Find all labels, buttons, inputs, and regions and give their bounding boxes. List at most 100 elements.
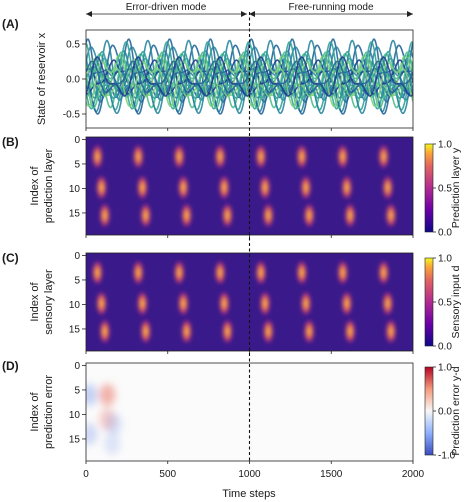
panel-b-heatmap xyxy=(86,137,413,235)
panel-d-ylabel-line1: Index of xyxy=(29,391,41,431)
activation-blob xyxy=(341,290,353,317)
panel-b-ylabel-line1: Index of xyxy=(29,165,41,205)
colorbar-tick-label: 1.0 xyxy=(438,140,452,151)
activation-blob xyxy=(218,290,230,317)
activation-blob xyxy=(385,202,397,229)
panel-c-blobs xyxy=(91,259,397,345)
activation-blob xyxy=(181,202,193,229)
activation-blob xyxy=(96,174,107,201)
activation-blob xyxy=(91,143,103,170)
activation-blob xyxy=(259,174,271,201)
x-tick-label: 500 xyxy=(159,469,176,480)
panel-a-label: (A) xyxy=(2,17,19,31)
panel-d-colorbar xyxy=(424,366,434,456)
panel-d-blobs xyxy=(86,383,122,455)
panel-b-colorbar xyxy=(424,143,434,233)
activation-blob xyxy=(214,143,226,170)
panel-c-heatmap xyxy=(86,253,413,351)
panel-b-label: (B) xyxy=(2,135,19,149)
activation-blob xyxy=(218,174,230,201)
y-tick-label: 15 xyxy=(69,434,81,445)
panel-c-ylabel-line1: Index of xyxy=(29,281,41,321)
x-tick-label: 0 xyxy=(83,469,89,480)
colorbar-tick-label: 0.0 xyxy=(438,407,452,418)
activation-blob xyxy=(385,318,397,345)
activation-blob xyxy=(132,259,144,286)
y-tick-label: 0 xyxy=(74,135,80,146)
activation-blob xyxy=(296,259,308,286)
colorbar-tick-label: 0.0 xyxy=(438,228,452,239)
activation-blob xyxy=(337,143,349,170)
y-tick-label: 15 xyxy=(69,324,81,335)
reservoir-series-line xyxy=(86,60,413,94)
free-running-mode-label: Free-running mode xyxy=(288,2,373,13)
y-tick-label: 10 xyxy=(69,300,81,311)
activation-blob xyxy=(173,143,185,170)
activation-blob xyxy=(214,259,226,286)
panel-c: (C) Index of sensory layer 0 5 10 15 1.0 0.5… xyxy=(2,251,462,353)
panel-d-background xyxy=(86,363,413,461)
activation-blob xyxy=(300,174,312,201)
colorbar-tick-label: 0.5 xyxy=(438,298,452,309)
x-tick-label: 1500 xyxy=(320,469,343,480)
activation-blob xyxy=(341,174,353,201)
colorbar-tick-label: 1.0 xyxy=(438,363,452,374)
y-tick-label: 15 xyxy=(69,208,81,219)
error-blob xyxy=(104,432,121,455)
panel-c-yticks: 0 5 10 15 xyxy=(69,251,86,335)
activation-blob xyxy=(337,259,349,286)
panel-d-ylabel-line2: prediction error xyxy=(43,375,55,449)
activation-blob xyxy=(221,318,233,345)
activation-blob xyxy=(262,318,274,345)
activation-blob xyxy=(382,290,394,317)
y-tick-label: 10 xyxy=(69,410,81,421)
panel-d-yticks: 0 5 10 15 xyxy=(69,361,86,445)
activation-blob xyxy=(303,202,315,229)
panel-d-heatmap xyxy=(86,363,413,461)
activation-blob xyxy=(177,290,189,317)
colorbar-tick-label: 0.5 xyxy=(438,184,452,195)
x-tick-label: 2000 xyxy=(402,469,425,480)
y-tick-label: 0 xyxy=(74,251,80,262)
y-tick-label: 5 xyxy=(74,385,80,396)
activation-blob xyxy=(255,143,267,170)
activation-blob xyxy=(378,259,390,286)
activation-blob xyxy=(344,202,356,229)
error-blob xyxy=(99,383,116,406)
y-tick-label: 5 xyxy=(74,275,80,286)
panel-a-ylabel: State of reservoir x xyxy=(36,32,48,125)
activation-blob xyxy=(173,259,185,286)
panel-b-ylabel-line2: prediction layer xyxy=(43,148,55,223)
panel-d-label: (D) xyxy=(2,359,19,373)
activation-blob xyxy=(382,174,394,201)
panel-b-colorbar-label: Prediction layer y xyxy=(450,147,462,228)
panel-b-colorbar-ticks: 1.0 0.5 0.0 xyxy=(433,140,452,239)
panel-a: (A) State of reservoir x 0.5 0.0 -0.5 xyxy=(2,17,414,129)
x-tick-label: 1000 xyxy=(238,469,261,480)
error-blob xyxy=(86,383,98,406)
activation-blob xyxy=(300,290,312,317)
reservoir-series-line xyxy=(86,56,413,97)
activation-blob xyxy=(262,202,274,229)
panel-d-colorbar-ticks: 1.0 0.0 -1.0 xyxy=(433,363,456,462)
activation-blob xyxy=(99,202,111,229)
activation-blob xyxy=(378,143,390,170)
reservoir-series-line xyxy=(86,41,413,100)
panel-c-colorbar-label: Sensory input d xyxy=(450,265,462,338)
error-blob xyxy=(86,423,98,446)
y-tick-label: 5 xyxy=(74,159,80,170)
activation-blob xyxy=(296,143,308,170)
y-tick-label: 0.0 xyxy=(66,75,80,86)
activation-blob xyxy=(140,318,152,345)
activation-blob xyxy=(259,290,271,317)
activation-blob xyxy=(91,259,103,286)
colorbar-tick-label: 1.0 xyxy=(438,254,452,265)
panel-b-yticks: 0 5 10 15 xyxy=(69,135,86,219)
activation-blob xyxy=(136,174,148,201)
activation-blob xyxy=(177,174,189,201)
activation-blob xyxy=(132,143,144,170)
colorbar-tick-label: 0.0 xyxy=(438,342,452,353)
panel-d-colorbar-label: Prediction error y-d xyxy=(450,366,462,455)
panel-c-colorbar xyxy=(424,257,434,347)
activation-blob xyxy=(303,318,315,345)
